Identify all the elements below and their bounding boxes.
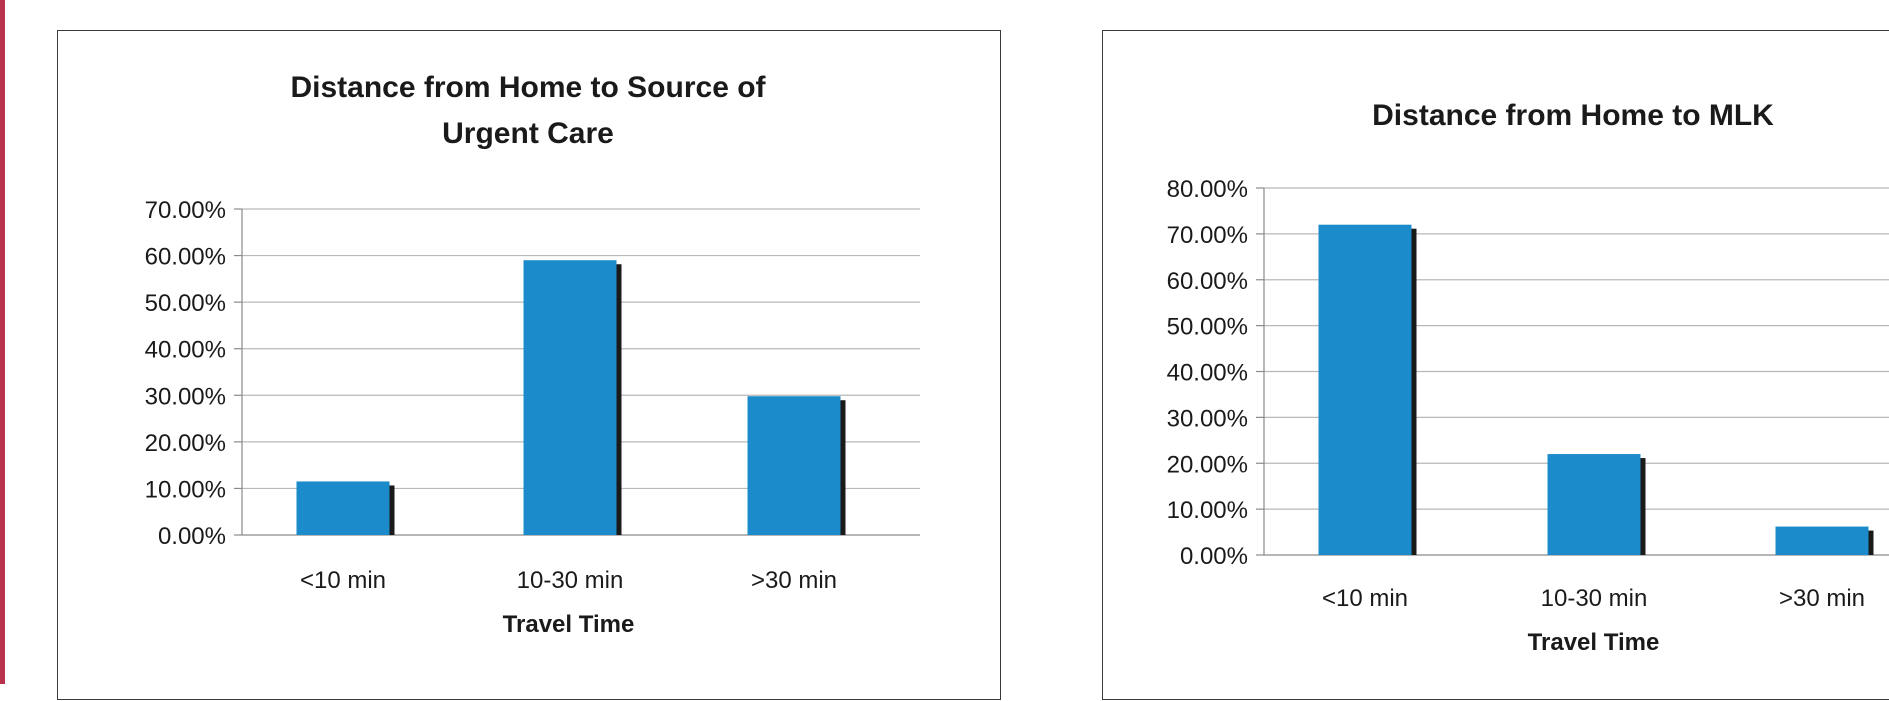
bar-shadow: [1868, 530, 1874, 555]
bar-30-min: [747, 396, 841, 535]
bar-30-min: [1775, 526, 1869, 555]
y-tick-label: 20.00%: [1167, 451, 1248, 478]
y-tick-label: 60.00%: [145, 244, 226, 271]
y-tick-label: 30.00%: [145, 383, 226, 410]
y-tick-label: 40.00%: [145, 337, 226, 364]
bar-10-30-min: [1547, 454, 1641, 555]
y-tick-label: 50.00%: [1167, 314, 1248, 341]
x-category-label: >30 min: [751, 567, 837, 594]
y-tick-label: 50.00%: [145, 290, 226, 317]
x-axis-label: Travel Time: [1528, 629, 1660, 656]
chart-urgent-care: Distance from Home to Source of Urgent Ca…: [145, 71, 920, 638]
chart-panel-mlk: Distance from Home to MLK 0.00% 10.00% 20.0…: [1102, 30, 1889, 700]
bar-shadow: [1411, 228, 1417, 555]
y-tick-label: 0.00%: [158, 523, 226, 550]
bar-shadow: [389, 485, 395, 535]
chart-mlk: Distance from Home to MLK 0.00% 10.00% 20.0…: [1167, 99, 1889, 656]
y-tick-label: 0.00%: [1180, 543, 1248, 570]
y-tick-label: 60.00%: [1167, 268, 1248, 295]
chart-title-line-1: Distance from Home to Source of: [290, 71, 766, 104]
y-tick-label: 70.00%: [145, 197, 226, 224]
y-tick-label: 40.00%: [1167, 360, 1248, 387]
x-category-label: 10-30 min: [1541, 585, 1648, 612]
y-tick-label: 10.00%: [1167, 497, 1248, 524]
x-axis-label: Travel Time: [503, 611, 635, 638]
y-tick-label: 20.00%: [145, 430, 226, 457]
bar-shadow: [1640, 458, 1646, 555]
x-category-label: >30 min: [1779, 585, 1865, 612]
chart-panel-urgent-care: Distance from Home to Source of Urgent Ca…: [57, 30, 1001, 700]
x-category-label: <10 min: [300, 567, 386, 594]
chart-title-line-1: Distance from Home to MLK: [1372, 99, 1774, 132]
y-tick-label: 10.00%: [145, 476, 226, 503]
bar-shadow: [840, 400, 846, 535]
y-tick-label: 70.00%: [1167, 222, 1248, 249]
x-category-label: <10 min: [1322, 585, 1408, 612]
bar-shadow: [616, 264, 622, 535]
bar-10-30-min: [523, 260, 617, 535]
y-tick-label: 30.00%: [1167, 405, 1248, 432]
chart-title-line-2: Urgent Care: [442, 117, 614, 150]
left-accent-bar: [0, 0, 5, 684]
x-category-label: 10-30 min: [517, 567, 624, 594]
y-tick-label: 80.00%: [1167, 176, 1248, 203]
bar-10-min: [296, 481, 390, 535]
bar-10-min: [1318, 224, 1412, 555]
